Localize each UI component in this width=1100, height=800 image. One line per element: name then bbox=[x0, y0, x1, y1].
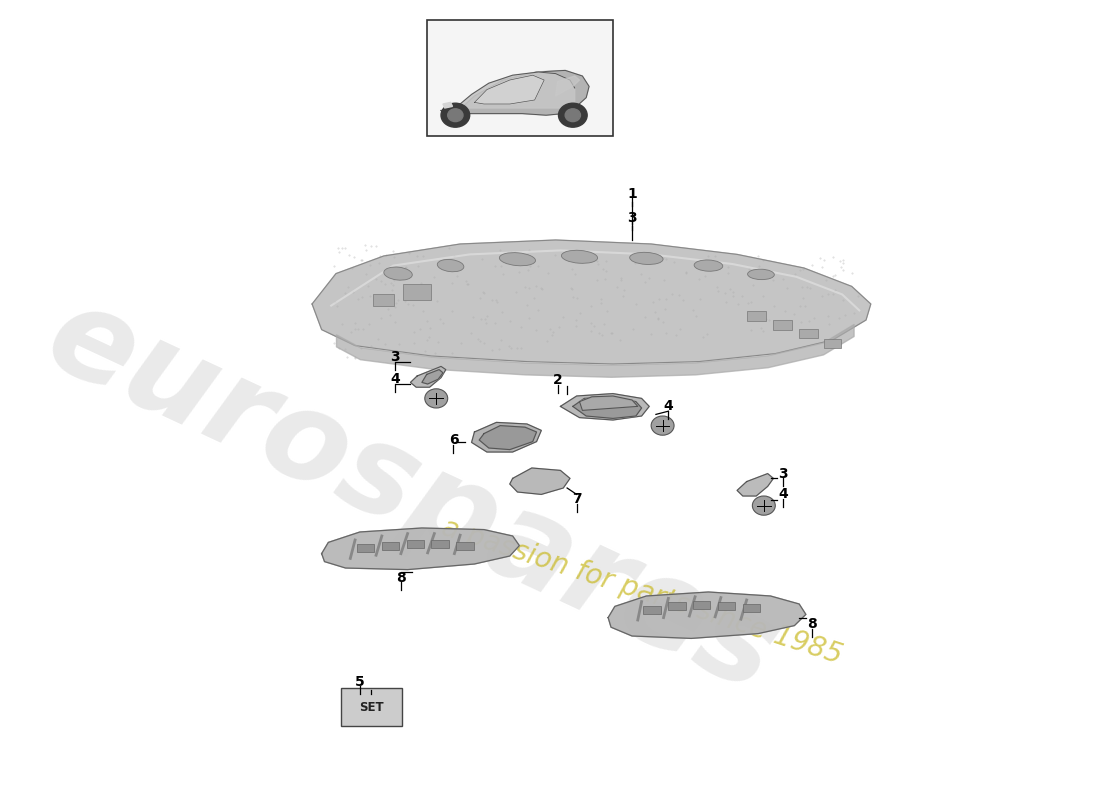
FancyBboxPatch shape bbox=[747, 310, 766, 321]
Polygon shape bbox=[580, 396, 638, 410]
FancyBboxPatch shape bbox=[456, 542, 473, 550]
Text: a passion for parts since 1985: a passion for parts since 1985 bbox=[438, 514, 846, 670]
Text: 4: 4 bbox=[663, 399, 673, 414]
Polygon shape bbox=[509, 468, 570, 494]
Polygon shape bbox=[472, 422, 541, 452]
FancyBboxPatch shape bbox=[403, 284, 431, 300]
Circle shape bbox=[752, 496, 776, 515]
Ellipse shape bbox=[629, 252, 663, 265]
Circle shape bbox=[425, 389, 448, 408]
Ellipse shape bbox=[748, 269, 774, 280]
Polygon shape bbox=[441, 70, 590, 118]
FancyBboxPatch shape bbox=[358, 544, 374, 552]
Polygon shape bbox=[560, 394, 649, 420]
FancyBboxPatch shape bbox=[718, 602, 735, 610]
Polygon shape bbox=[410, 366, 446, 387]
FancyBboxPatch shape bbox=[341, 688, 402, 726]
Polygon shape bbox=[480, 426, 537, 450]
Ellipse shape bbox=[694, 260, 723, 271]
Text: 8: 8 bbox=[396, 570, 406, 585]
FancyBboxPatch shape bbox=[742, 604, 760, 612]
Circle shape bbox=[651, 416, 674, 435]
Text: 3: 3 bbox=[627, 210, 637, 225]
Circle shape bbox=[559, 103, 587, 127]
Polygon shape bbox=[422, 370, 443, 384]
Text: eurospares: eurospares bbox=[29, 274, 796, 718]
Ellipse shape bbox=[561, 250, 597, 263]
Polygon shape bbox=[460, 72, 574, 108]
Polygon shape bbox=[474, 75, 544, 104]
Text: 3: 3 bbox=[390, 350, 400, 364]
FancyBboxPatch shape bbox=[431, 540, 449, 548]
Ellipse shape bbox=[384, 267, 412, 280]
Text: 1: 1 bbox=[627, 186, 637, 201]
Text: 8: 8 bbox=[806, 617, 816, 631]
Polygon shape bbox=[321, 528, 519, 570]
FancyBboxPatch shape bbox=[800, 329, 818, 338]
Text: 7: 7 bbox=[572, 492, 582, 506]
Text: 6: 6 bbox=[449, 433, 459, 447]
Polygon shape bbox=[608, 592, 806, 638]
Polygon shape bbox=[443, 102, 452, 108]
FancyBboxPatch shape bbox=[824, 339, 842, 347]
FancyBboxPatch shape bbox=[773, 320, 792, 330]
FancyBboxPatch shape bbox=[669, 602, 685, 610]
FancyBboxPatch shape bbox=[407, 540, 424, 548]
Text: 4: 4 bbox=[390, 372, 400, 386]
Polygon shape bbox=[556, 76, 580, 96]
Circle shape bbox=[565, 109, 581, 122]
Text: 5: 5 bbox=[355, 674, 365, 689]
Polygon shape bbox=[737, 474, 773, 496]
Text: 2: 2 bbox=[552, 373, 562, 387]
FancyBboxPatch shape bbox=[382, 542, 399, 550]
Text: SET: SET bbox=[359, 701, 384, 714]
Ellipse shape bbox=[438, 259, 464, 272]
FancyBboxPatch shape bbox=[644, 606, 661, 614]
FancyBboxPatch shape bbox=[693, 601, 711, 609]
Polygon shape bbox=[312, 240, 871, 364]
Bar bbox=[427, 20, 613, 136]
Polygon shape bbox=[573, 397, 641, 418]
Circle shape bbox=[448, 109, 463, 122]
Circle shape bbox=[441, 103, 470, 127]
FancyBboxPatch shape bbox=[373, 294, 394, 306]
Text: 4: 4 bbox=[778, 487, 788, 502]
Ellipse shape bbox=[499, 253, 536, 266]
Text: 3: 3 bbox=[778, 466, 788, 481]
